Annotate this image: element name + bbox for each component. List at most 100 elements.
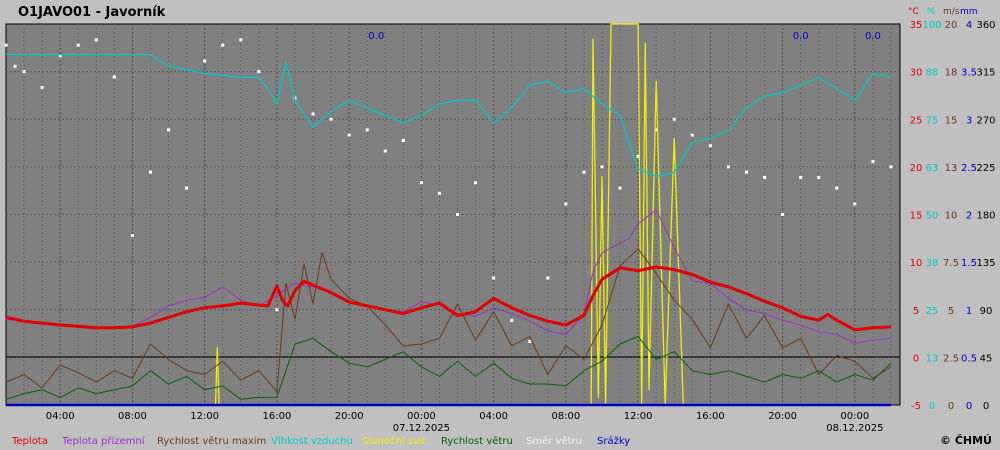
wind-direction-point bbox=[22, 70, 26, 74]
x-tick-label: 16:00 bbox=[262, 411, 291, 422]
legend-entry: Teplota přízemní bbox=[61, 435, 146, 447]
wind-direction-point bbox=[239, 38, 243, 42]
y-tick-label-wind-direction: 225 bbox=[976, 163, 995, 174]
copyright: © ČHMÚ bbox=[940, 434, 992, 447]
x-tick-label: 04:00 bbox=[479, 411, 508, 422]
y-tick-label-humidity: 50 bbox=[926, 211, 939, 222]
legend: Teplota Teplota přízemní Rychlost větru ma… bbox=[11, 435, 630, 447]
wind-direction-point bbox=[871, 160, 875, 164]
x-tick-label: 04:00 bbox=[46, 411, 75, 422]
wind-direction-point bbox=[347, 133, 351, 137]
y-tick-label-wind-speed: 7.5 bbox=[943, 258, 959, 269]
date-label: 08.12.2025 bbox=[826, 423, 883, 434]
wind-direction-point bbox=[564, 202, 568, 206]
y-tick-label-wind-speed: 13 bbox=[945, 163, 958, 174]
wind-direction-point bbox=[889, 165, 893, 169]
date-label: 07.12.2025 bbox=[393, 423, 450, 434]
y-tick-label-wind-speed: 0 bbox=[948, 401, 954, 412]
legend-entry: Směr větru bbox=[526, 435, 582, 447]
legend-entry: Rychlost větru bbox=[441, 435, 513, 447]
x-tick-label: 08:00 bbox=[118, 411, 147, 422]
y-tick-label-wind-speed: 10 bbox=[945, 211, 958, 222]
series-line-vlhkost-vzduchu bbox=[6, 53, 892, 178]
x-tick-label: 00:00 bbox=[840, 411, 869, 422]
y-tick-label-wind-direction: 135 bbox=[976, 258, 995, 269]
grid-lines bbox=[6, 24, 900, 405]
wind-direction-point bbox=[365, 128, 369, 132]
y-tick-label-temperature: -5 bbox=[911, 401, 921, 412]
unit-temperature: °C bbox=[908, 7, 919, 17]
series-line-rychlost-větru bbox=[5, 335, 892, 400]
wind-direction-point bbox=[510, 318, 514, 322]
y-tick-label-wind-speed: 5 bbox=[948, 306, 954, 317]
y-tick-label-wind-speed: 2.5 bbox=[943, 353, 959, 364]
y-tick-label-wind-direction: 90 bbox=[980, 306, 993, 317]
wind-direction-point bbox=[329, 117, 333, 121]
y-tick-label-precipitation: 3 bbox=[966, 115, 972, 126]
y-tick-label-humidity: 100 bbox=[922, 20, 941, 31]
wind-direction-point bbox=[582, 170, 586, 174]
legend-entry: Sluneční svit bbox=[362, 435, 426, 447]
wind-direction-point bbox=[275, 308, 279, 312]
y-tick-label-temperature: 25 bbox=[910, 115, 923, 126]
y-tick-label-precipitation: 1.5 bbox=[961, 258, 977, 269]
y-tick-label-humidity: 75 bbox=[926, 115, 939, 126]
wind-direction-point bbox=[383, 149, 387, 153]
precipitation-sum-label: 0.0 bbox=[793, 31, 809, 42]
wind-direction-point bbox=[130, 234, 134, 238]
wind-direction-point bbox=[112, 75, 116, 79]
wind-direction-point bbox=[726, 165, 730, 169]
y-tick-label-humidity: 38 bbox=[926, 258, 939, 269]
unit-humidity: % bbox=[927, 7, 936, 17]
y-tick-label-temperature: 30 bbox=[910, 68, 923, 79]
precipitation-sum-label: 0.0 bbox=[368, 31, 384, 42]
y-tick-label-temperature: 5 bbox=[913, 306, 919, 317]
y-tick-label-wind-direction: 180 bbox=[976, 211, 995, 222]
y-tick-label-precipitation: 4 bbox=[966, 20, 972, 31]
y-tick-label-precipitation: 0 bbox=[966, 401, 972, 412]
y-tick-label-humidity: 88 bbox=[926, 68, 939, 79]
wind-direction-point bbox=[257, 70, 261, 74]
wind-direction-point bbox=[221, 43, 225, 47]
y-tick-label-wind-direction: 270 bbox=[976, 115, 995, 126]
legend-entry: Rychlost větru maxim bbox=[157, 435, 266, 447]
y-tick-label-wind-direction: 315 bbox=[976, 68, 995, 79]
x-axis-ticks: 04:00 08:00 12:00 16:00 20:00 00:00 04:00 08:00… bbox=[46, 411, 884, 434]
y-tick-label-temperature: 10 bbox=[910, 258, 923, 269]
y-tick-label-precipitation: 1 bbox=[966, 306, 972, 317]
station-title: O1JAVO01 - Javorník bbox=[18, 5, 166, 20]
wind-direction-point bbox=[744, 170, 748, 174]
wind-direction-point bbox=[799, 175, 803, 179]
x-tick-label: 20:00 bbox=[335, 411, 364, 422]
y-tick-label-humidity: 63 bbox=[926, 163, 939, 174]
y-tick-label-precipitation: 2 bbox=[966, 211, 972, 222]
wind-direction-point bbox=[474, 181, 478, 185]
wind-direction-point bbox=[94, 38, 98, 42]
wind-direction-point bbox=[690, 133, 694, 137]
wind-direction-point bbox=[492, 276, 496, 280]
wind-direction-point bbox=[672, 117, 676, 121]
wind-direction-point bbox=[781, 213, 785, 216]
y-tick-label-wind-speed: 15 bbox=[945, 115, 958, 126]
y-tick-label-wind-speed: 20 bbox=[945, 20, 958, 31]
y-tick-label-humidity: 25 bbox=[926, 306, 939, 317]
wind-direction-point bbox=[600, 165, 604, 169]
legend-entry: Srážky bbox=[597, 435, 630, 447]
wind-direction-point bbox=[835, 186, 839, 190]
y-tick-label-wind-direction: 360 bbox=[976, 20, 995, 31]
unit-labels: °C % m/s mm bbox=[908, 7, 978, 17]
wind-direction-point bbox=[853, 202, 857, 206]
wind-direction-point bbox=[528, 340, 532, 343]
y-tick-label-wind-direction: 45 bbox=[980, 353, 993, 364]
wind-direction-point bbox=[40, 86, 44, 89]
x-tick-label: 12:00 bbox=[190, 411, 219, 422]
y-tick-label-wind-speed: 18 bbox=[945, 68, 958, 79]
series-line-teplota bbox=[5, 265, 892, 332]
x-tick-label: 12:00 bbox=[624, 411, 653, 422]
y-tick-label-temperature: 35 bbox=[910, 20, 923, 31]
series-line-rychlost-větru-maxim bbox=[5, 248, 892, 393]
x-tick-label: 00:00 bbox=[407, 411, 436, 422]
wind-direction-point bbox=[401, 138, 405, 142]
y-tick-label-wind-direction: 0 bbox=[983, 401, 989, 412]
precipitation-labels: 0.0 0.0 0.0 bbox=[368, 31, 881, 42]
